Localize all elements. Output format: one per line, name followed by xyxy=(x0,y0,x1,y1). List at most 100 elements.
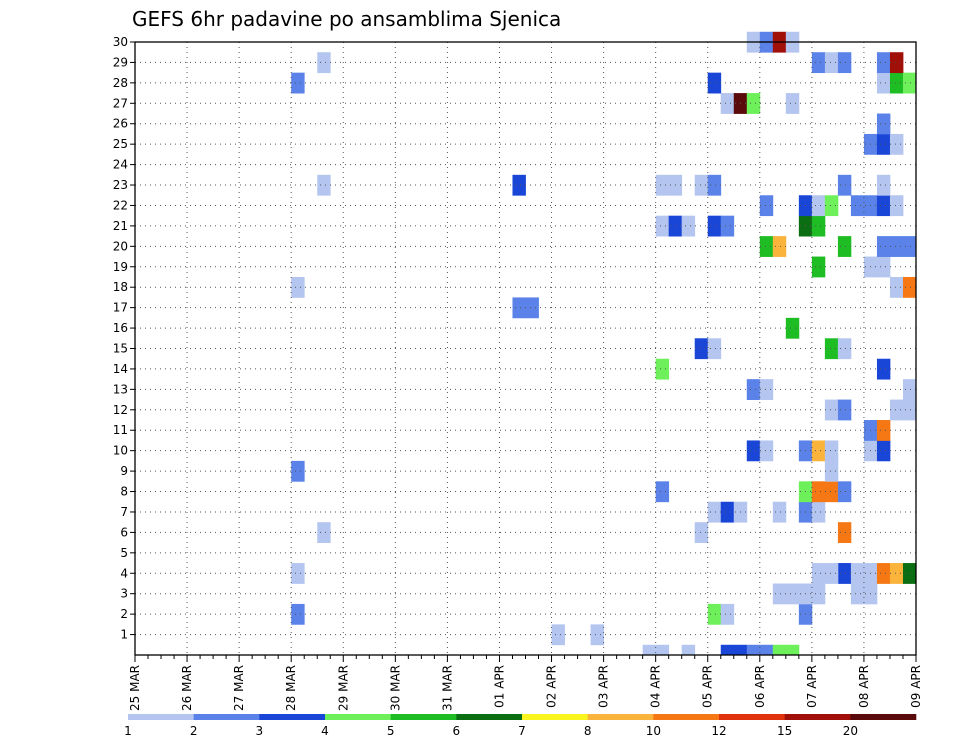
y-tick-label: 13 xyxy=(113,382,128,396)
heatmap-cell xyxy=(811,481,826,503)
y-tick-label: 26 xyxy=(113,117,128,131)
y-tick-label: 12 xyxy=(113,403,128,417)
heatmap-cell xyxy=(811,195,826,217)
heatmap-cell xyxy=(824,481,839,503)
heatmap-cell xyxy=(720,603,735,625)
heatmap-cell xyxy=(655,358,670,380)
legend-label: 7 xyxy=(518,724,526,738)
heatmap-cell xyxy=(694,522,709,544)
heatmap-cell xyxy=(655,174,670,196)
heatmap-cell xyxy=(785,317,800,339)
heatmap-cell xyxy=(824,52,839,74)
legend-label: 2 xyxy=(190,724,198,738)
y-tick-label: 10 xyxy=(113,444,128,458)
y-tick-label: 17 xyxy=(113,301,128,315)
x-tick-label: 30 MAR xyxy=(388,665,402,711)
heatmap-cell xyxy=(681,215,696,237)
legend-label: 15 xyxy=(777,724,792,738)
y-tick-label: 3 xyxy=(120,587,128,601)
x-tick-label: 08 APR xyxy=(857,665,871,708)
y-tick-label: 4 xyxy=(120,566,128,580)
legend-swatch xyxy=(456,714,523,720)
x-axis: 25 MAR 26 MAR 27 MAR 28 MAR 29 MAR 30 MAR 31 M… xyxy=(128,655,923,711)
legend-swatch xyxy=(719,714,785,720)
heatmap-cell xyxy=(837,399,852,421)
y-tick-label: 23 xyxy=(113,178,128,192)
heatmap-cell xyxy=(772,644,787,656)
legend-swatch xyxy=(128,714,194,720)
heatmap-cell xyxy=(655,481,670,503)
heatmap-cell xyxy=(707,501,722,523)
heatmap-cell xyxy=(837,52,852,74)
legend-swatch xyxy=(193,714,260,720)
legend-swatch xyxy=(850,714,917,720)
x-tick-label: 02 APR xyxy=(545,665,559,708)
heatmap-cell xyxy=(837,563,852,584)
heatmap-cell xyxy=(889,52,904,74)
heatmap-cell xyxy=(811,563,826,584)
heatmap-cell xyxy=(746,93,761,114)
heatmap-cell xyxy=(889,276,904,298)
heatmap-cell xyxy=(525,297,539,319)
y-tick-label: 20 xyxy=(113,239,128,253)
chart-title: GEFS 6hr padavine po ansamblima Sjenica xyxy=(132,7,561,31)
y-tick-label: 19 xyxy=(113,260,128,274)
heatmap-cell xyxy=(876,256,891,278)
heatmap-cell xyxy=(876,563,891,584)
y-tick-label: 8 xyxy=(120,485,128,499)
heatmap-cell xyxy=(759,440,774,462)
heatmap-cell xyxy=(902,399,917,421)
grid-lines xyxy=(135,42,916,655)
y-tick-label: 18 xyxy=(113,280,128,294)
heatmap-cell xyxy=(759,644,774,656)
heatmap-cell xyxy=(720,93,735,114)
x-tick-label: 26 MAR xyxy=(180,665,194,711)
heatmap-cell xyxy=(707,215,722,237)
heatmap-cell xyxy=(759,236,774,257)
x-tick-label: 29 MAR xyxy=(336,665,350,711)
y-tick-label: 1 xyxy=(120,628,128,642)
y-tick-label: 27 xyxy=(113,96,128,110)
heatmap-cell xyxy=(811,501,826,523)
heatmap-cell xyxy=(902,276,917,298)
x-tick-label: 01 APR xyxy=(492,665,506,708)
heatmap-cell xyxy=(512,174,526,196)
heatmap-cell xyxy=(551,624,565,646)
x-tick-label: 09 APR xyxy=(909,665,923,708)
heatmap-cell xyxy=(889,133,904,155)
heatmap-cell xyxy=(824,195,839,217)
x-tick-label: 05 APR xyxy=(701,665,715,708)
heatmap-cell xyxy=(876,195,891,217)
heatmap-cell xyxy=(317,174,331,196)
heatmap-cell xyxy=(655,644,670,656)
x-tick-label: 07 APR xyxy=(805,665,819,708)
heatmap-cell xyxy=(837,174,852,196)
heatmap-cell xyxy=(590,624,604,646)
heatmap-cell xyxy=(876,174,891,196)
heatmap-cell xyxy=(811,583,826,605)
heatmap-cell xyxy=(811,440,826,462)
heatmap-cell xyxy=(876,52,891,74)
heatmap-cell xyxy=(291,460,305,482)
heatmap-cell xyxy=(876,420,891,441)
heatmap-cell xyxy=(746,644,761,656)
legend-label: 3 xyxy=(256,724,264,738)
y-tick-label: 21 xyxy=(113,219,128,233)
heatmap-cell xyxy=(902,236,917,257)
heatmap-cell xyxy=(759,195,774,217)
heatmap-cell xyxy=(876,113,891,135)
heatmap-cell xyxy=(317,52,331,74)
heatmap-cell xyxy=(759,379,774,400)
heatmap-cell xyxy=(291,563,305,584)
legend-label: 6 xyxy=(453,724,461,738)
heatmap-cell xyxy=(889,563,904,584)
y-tick-label: 24 xyxy=(113,158,128,172)
heatmap-cell xyxy=(876,358,891,380)
heatmap-cell xyxy=(785,644,800,656)
heatmap-cell xyxy=(317,522,331,544)
heatmap-cell xyxy=(824,563,839,584)
color-legend: 1 2 3 4 5 6 7 8 10 12 15 20 xyxy=(124,714,917,738)
heatmap-cell xyxy=(876,72,891,94)
heatmap-cell xyxy=(824,460,839,482)
